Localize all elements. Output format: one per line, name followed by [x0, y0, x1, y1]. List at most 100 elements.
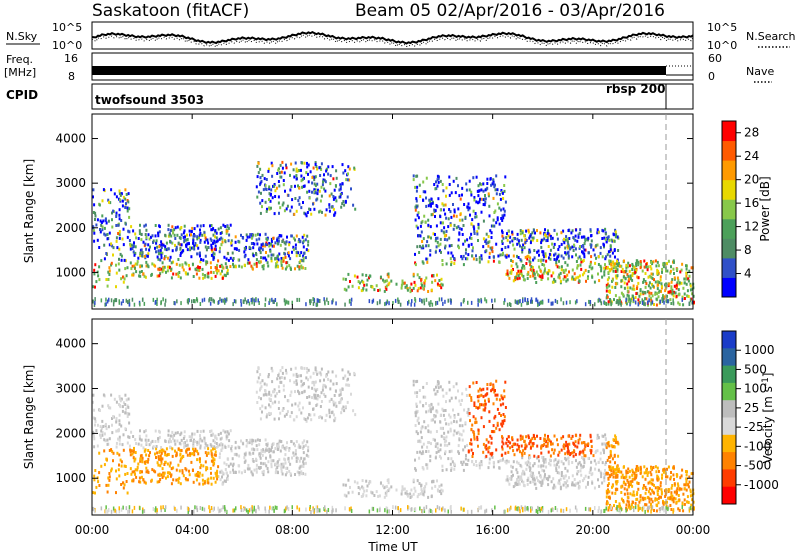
power-echo-cell — [92, 188, 94, 191]
power-echo-cell — [504, 214, 506, 217]
velocity-echo-cell — [161, 452, 163, 455]
velocity-echo-cell — [142, 478, 144, 481]
power-echo-cell — [342, 172, 344, 175]
velocity-echo-cell — [285, 462, 287, 465]
power-echo-cell — [302, 201, 304, 204]
velocity-echo-cell — [440, 385, 442, 388]
velocity-echo-cell — [191, 436, 193, 439]
velocity-echo-cell — [197, 430, 199, 433]
velocity-echo-cell — [615, 441, 617, 444]
power-echo-cell — [124, 222, 126, 225]
velocity-echo-cell — [563, 447, 565, 450]
velocity-echo-cell — [441, 408, 443, 411]
velocity-echo-cell — [447, 457, 449, 460]
power-echo-cell — [520, 270, 522, 273]
power-echo-cell — [372, 286, 374, 289]
power-echo-cell — [251, 242, 253, 245]
velocity-echo-cell — [636, 493, 638, 496]
power-echo-cell — [329, 182, 331, 185]
velocity-echo-cell — [202, 474, 204, 477]
power-echo-cell — [141, 265, 143, 268]
power-echo-cell — [547, 232, 549, 235]
power-echo-cell — [637, 261, 639, 264]
velocity-echo-cell — [347, 378, 349, 381]
nsky-tick-bottom: 10^0 — [52, 39, 82, 52]
power-echo-cell — [530, 300, 532, 304]
power-echo-cell — [286, 166, 288, 169]
velocity-echo-cell — [465, 457, 467, 460]
power-echo-cell — [414, 303, 416, 307]
power-echo-cell — [475, 254, 477, 257]
power-echo-cell — [164, 303, 166, 307]
power-echo-cell — [273, 237, 275, 240]
velocity-echo-cell — [257, 380, 259, 383]
power-echo-cell — [547, 277, 549, 280]
velocity-echo-cell — [293, 374, 295, 377]
velocity-echo-cell — [238, 464, 240, 467]
power-echo-cell — [298, 203, 300, 206]
power-echo-cell — [430, 225, 432, 228]
power-echo-cell — [172, 249, 174, 252]
velocity-echo-cell — [474, 438, 476, 441]
velocity-echo-cell — [548, 451, 550, 454]
power-echo-cell — [373, 288, 375, 291]
power-echo-cell — [561, 255, 563, 258]
velocity-echo-cell — [273, 390, 275, 393]
power-echo-cell — [358, 286, 360, 289]
power-echo-cell — [481, 299, 483, 303]
velocity-echo-cell — [488, 410, 490, 413]
power-echo-cell — [441, 202, 443, 205]
velocity-echo-cell — [587, 442, 589, 445]
power-echo-cell — [605, 238, 607, 241]
power-echo-cell — [114, 298, 116, 302]
velocity-echo-cell — [584, 448, 586, 451]
power-echo-cell — [210, 302, 212, 306]
power-echo-cell — [332, 165, 334, 168]
power-echo-cell — [183, 239, 185, 242]
velocity-echo-cell — [415, 403, 417, 406]
power-echo-cell — [525, 241, 527, 244]
velocity-echo-cell — [260, 397, 262, 400]
power-echo-cell — [219, 247, 221, 250]
velocity-echo-cell — [227, 431, 229, 434]
power-echo-cell — [690, 285, 692, 288]
power-echo-cell — [179, 236, 181, 239]
velocity-echo-cell — [228, 445, 230, 448]
velocity-echo-cell — [547, 478, 549, 481]
power-echo-cell — [676, 295, 678, 298]
power-echo-cell — [299, 298, 301, 302]
power-echo-cell — [682, 298, 684, 302]
power-echo-cell — [455, 191, 457, 194]
velocity-echo-cell — [201, 439, 203, 442]
velocity-echo-cell — [615, 436, 617, 439]
velocity-echo-cell — [242, 442, 244, 445]
power-echo-cell — [411, 299, 413, 303]
power-echo-cell — [386, 285, 388, 288]
velocity-echo-cell — [588, 476, 590, 479]
velocity-echo-cell — [116, 477, 118, 480]
power-echo-cell — [270, 207, 272, 210]
velocity-echo-cell — [123, 487, 125, 490]
power-echo-cell — [413, 174, 415, 177]
power-echo-cell — [118, 258, 120, 261]
power-echo-cell — [543, 272, 545, 275]
velocity-echo-cell — [506, 438, 508, 441]
power-echo-cell — [527, 273, 529, 276]
power-echo-cell — [542, 253, 544, 256]
power-echo-cell — [553, 278, 555, 281]
power-echo-cell — [307, 173, 309, 176]
power-echo-cell — [143, 241, 145, 244]
velocity-echo-cell — [429, 455, 431, 458]
velocity-echo-cell — [321, 400, 323, 403]
velocity-echo-cell — [110, 394, 112, 397]
power-echo-cell — [366, 283, 368, 286]
power-echo-cell — [352, 204, 354, 207]
power-echo-cell — [140, 238, 142, 241]
velocity-echo-cell — [640, 495, 642, 498]
power-echo-cell — [631, 268, 633, 271]
velocity-echo-cell — [604, 433, 606, 436]
velocity-echo-cell — [300, 412, 302, 415]
velocity-echo-cell — [544, 439, 546, 442]
velocity-echo-cell — [580, 474, 582, 477]
power-echo-cell — [310, 213, 312, 216]
